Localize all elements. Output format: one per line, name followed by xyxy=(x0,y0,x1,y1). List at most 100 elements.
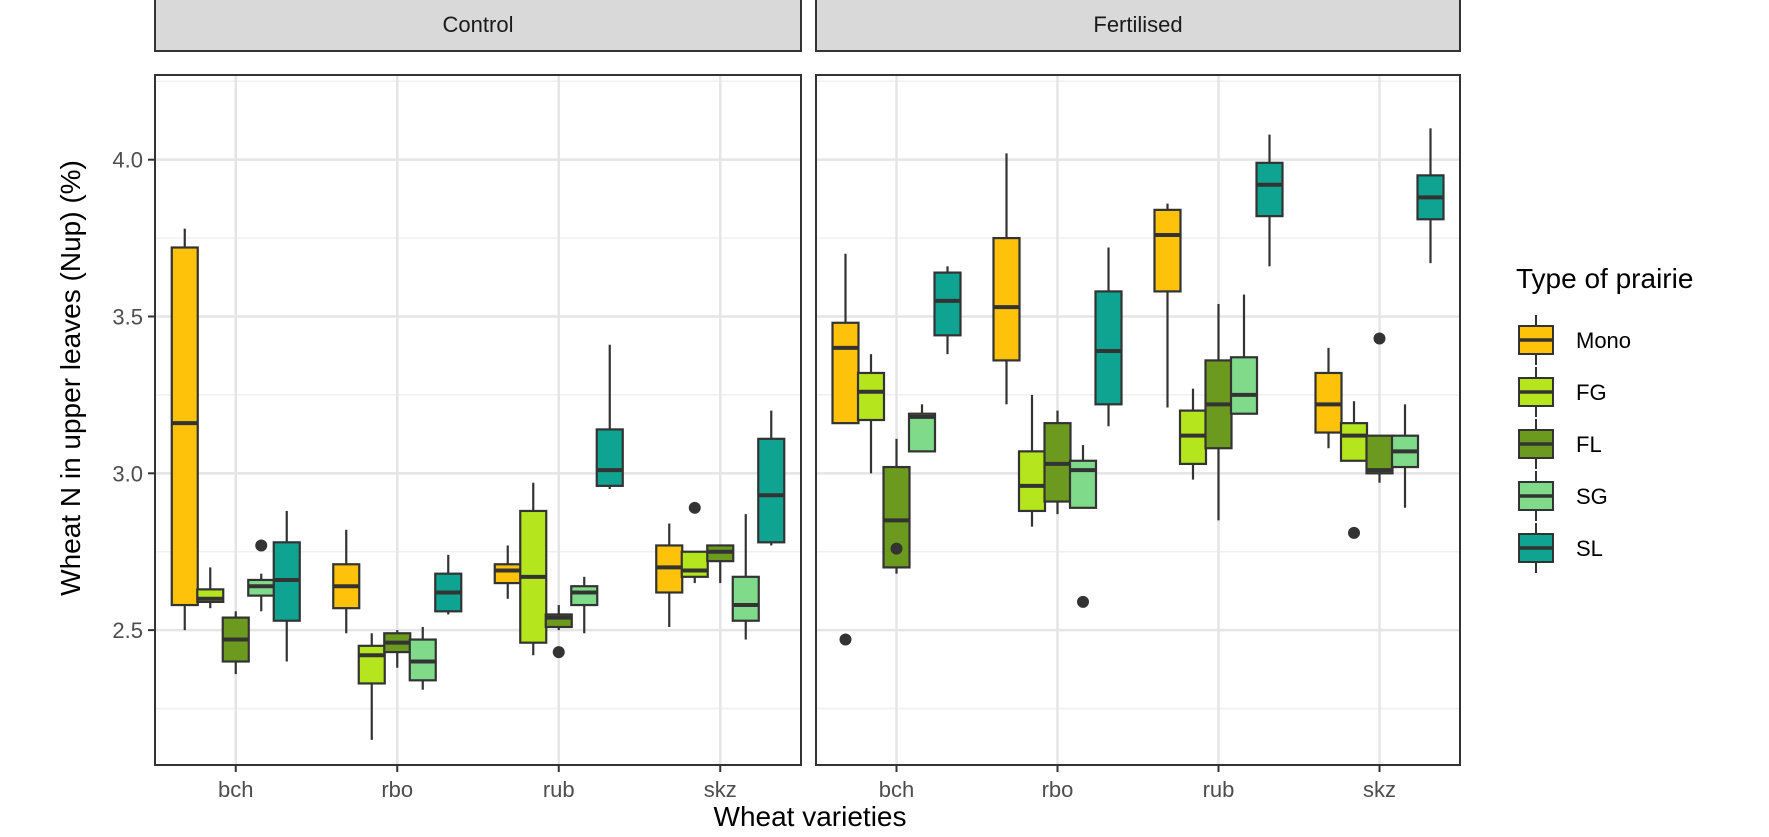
box-group-skz xyxy=(1314,128,1445,539)
legend-item-sl: SL xyxy=(1518,523,1603,573)
box-mono xyxy=(1314,347,1343,449)
facet-strip-label: Control xyxy=(443,12,514,37)
box-iqr xyxy=(1365,434,1394,475)
x-tick-label: rbo xyxy=(381,777,413,802)
box-group-bch xyxy=(831,253,962,646)
legend-item-fg: FG xyxy=(1518,367,1607,417)
box-mono xyxy=(170,228,199,631)
box-sl xyxy=(272,510,301,662)
box-mono xyxy=(992,153,1021,405)
box-sl xyxy=(434,554,463,615)
box-iqr xyxy=(1094,290,1123,406)
box-sl xyxy=(933,266,962,355)
box-fl xyxy=(221,611,250,675)
box-fl xyxy=(882,438,911,574)
box-fl xyxy=(1043,410,1072,515)
y-tick-label: 2.5 xyxy=(112,618,143,643)
y-tick-label: 3.0 xyxy=(112,461,143,486)
x-tick-label: rub xyxy=(543,777,575,802)
box-group-rbo xyxy=(332,529,463,740)
box-fl xyxy=(706,544,735,584)
outlier-point xyxy=(890,542,903,555)
x-tick-label: rub xyxy=(1203,777,1235,802)
box-sg xyxy=(1068,445,1098,608)
outlier-point xyxy=(1373,332,1386,345)
box-sl xyxy=(1255,134,1284,267)
box-group-rub xyxy=(493,344,624,659)
box-sg xyxy=(731,514,760,640)
box-fl xyxy=(544,605,573,659)
y-axis-title: Wheat N in upper leaves (Nup) (%) xyxy=(55,160,86,596)
legend-label: SG xyxy=(1576,484,1608,509)
box-sl xyxy=(1094,247,1123,427)
x-tick-label: skz xyxy=(1363,777,1396,802)
box-sl xyxy=(595,344,624,489)
box-iqr xyxy=(595,428,624,487)
facet-panel-fertilised: Fertilised xyxy=(815,0,1461,766)
box-iqr xyxy=(933,271,962,337)
outlier-point xyxy=(1348,526,1360,539)
box-fg xyxy=(1178,388,1208,480)
box-mono xyxy=(332,529,361,634)
box-sg xyxy=(408,627,437,690)
box-iqr xyxy=(1068,459,1098,509)
box-sg xyxy=(1390,404,1420,508)
legend-label: SL xyxy=(1576,536,1603,561)
box-iqr xyxy=(1229,356,1259,415)
box-iqr xyxy=(680,550,709,578)
facet-strip xyxy=(815,0,1461,52)
box-fg xyxy=(196,567,225,609)
box-fl xyxy=(1365,332,1394,483)
panel-border xyxy=(815,74,1461,766)
x-tick-label: rbo xyxy=(1042,777,1074,802)
panel-background xyxy=(155,75,801,765)
x-axis-title: Wheat varieties xyxy=(714,801,907,832)
outlier-point xyxy=(839,633,852,646)
box-sl xyxy=(1416,128,1445,264)
box-iqr xyxy=(357,644,386,685)
legend-label: FL xyxy=(1576,432,1602,457)
x-axis: bch rbo rub skz bch rbo rub skz xyxy=(218,765,1396,802)
box-fg xyxy=(680,501,709,584)
box-group-rbo xyxy=(992,153,1123,608)
outlier-point xyxy=(552,646,565,659)
box-fg xyxy=(1339,401,1369,539)
box-iqr xyxy=(731,575,760,622)
facet-panels: Control Fertilised xyxy=(154,0,1461,766)
box-sl xyxy=(757,410,786,546)
box-sg xyxy=(1229,294,1259,415)
facet-strip-label: Fertilised xyxy=(1093,12,1182,37)
box-iqr xyxy=(882,465,911,569)
box-fl xyxy=(1204,303,1233,521)
y-axis: 2.5 3.0 3.5 4.0 xyxy=(112,148,155,643)
legend-item-mono: Mono xyxy=(1518,315,1631,365)
box-iqr xyxy=(757,437,786,544)
box-iqr xyxy=(1153,208,1182,293)
box-sg xyxy=(247,539,276,612)
x-tick-label: bch xyxy=(879,777,914,802)
box-iqr xyxy=(570,585,599,607)
box-fg xyxy=(357,633,386,740)
outlier-point xyxy=(688,501,701,514)
box-iqr xyxy=(170,246,199,607)
box-group-bch xyxy=(170,228,301,675)
box-fl xyxy=(383,630,412,668)
box-mono xyxy=(655,523,684,627)
gridlines xyxy=(816,75,1460,765)
box-iqr xyxy=(1339,422,1369,462)
panel-border xyxy=(154,74,802,766)
x-tick-label: skz xyxy=(704,777,737,802)
facet-panel-control: Control xyxy=(154,0,802,766)
legend-label: FG xyxy=(1576,380,1607,405)
box-group-skz xyxy=(655,410,786,640)
legend-label: Mono xyxy=(1576,328,1631,353)
box-iqr xyxy=(1017,450,1047,513)
y-tick-label: 3.5 xyxy=(112,305,143,330)
box-group-rub xyxy=(1153,134,1284,521)
box-fg xyxy=(856,354,886,474)
box-iqr xyxy=(856,371,886,422)
legend-item-sg: SG xyxy=(1518,471,1608,521)
outlier-point xyxy=(1077,595,1089,608)
box-iqr xyxy=(907,412,937,453)
